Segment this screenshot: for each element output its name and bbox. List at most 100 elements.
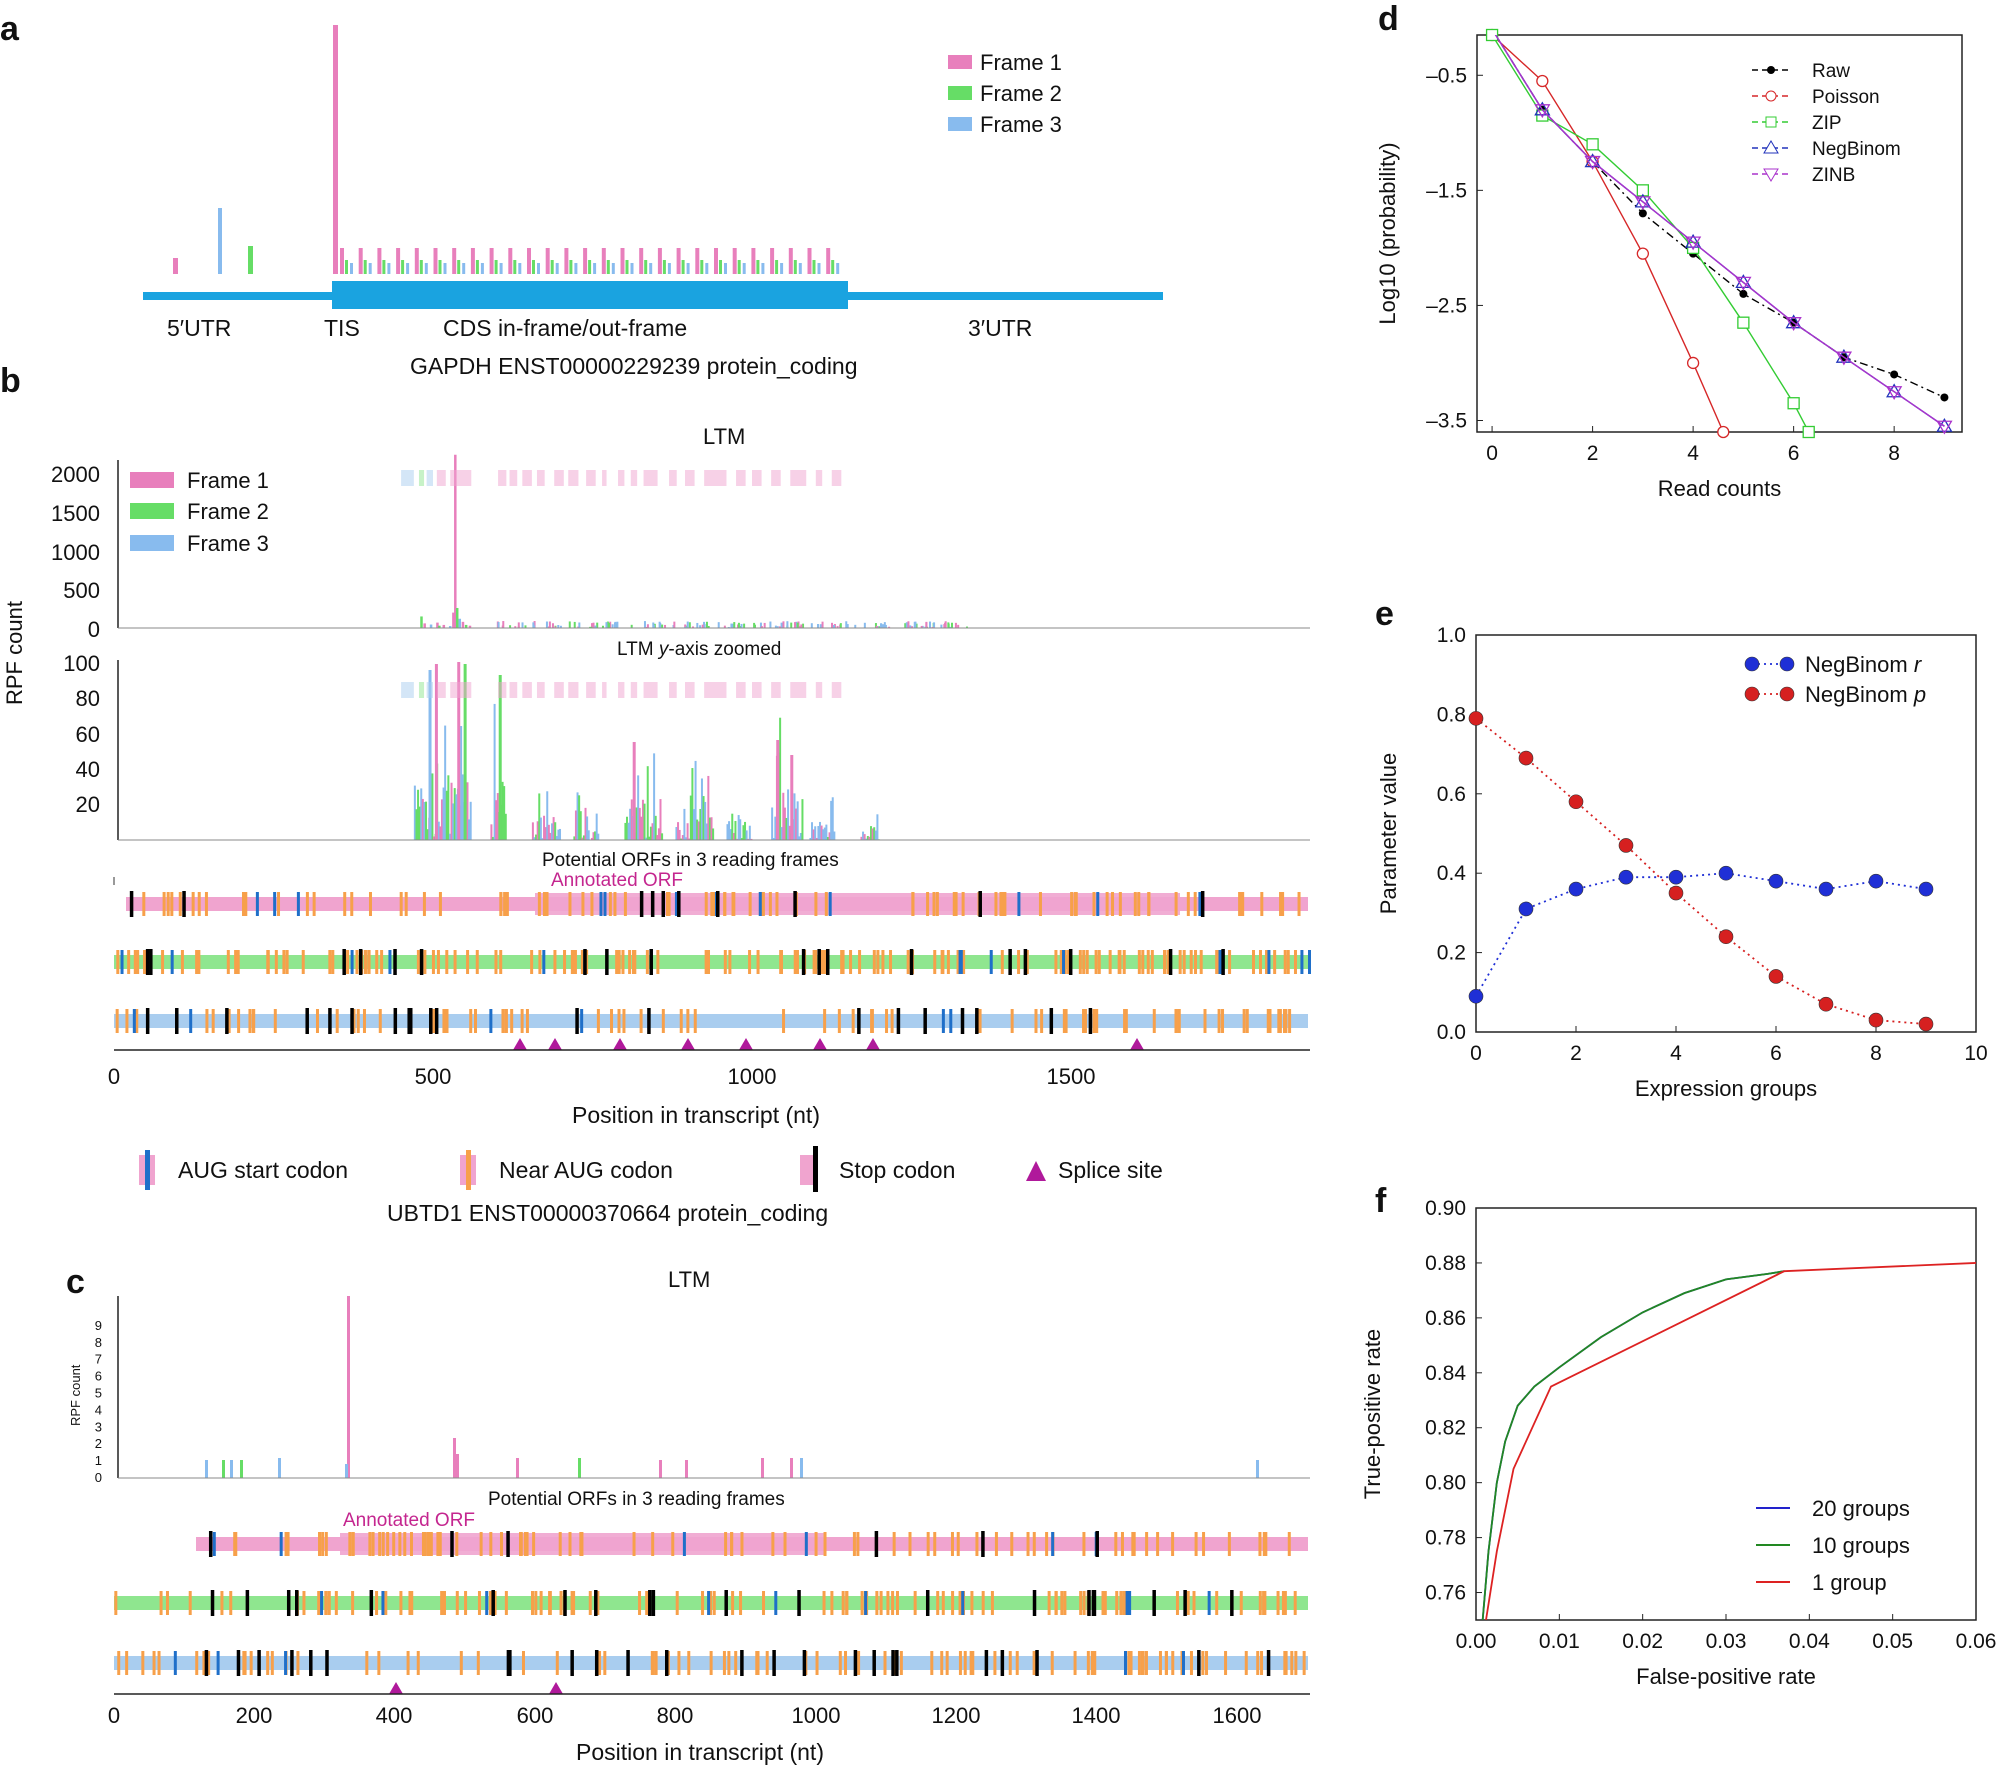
read-bar <box>377 248 382 274</box>
read-bar <box>790 1458 793 1478</box>
read-bar <box>425 801 428 840</box>
read-bar <box>457 260 461 274</box>
stop-codon <box>649 949 653 975</box>
orf-band-seg <box>509 682 518 698</box>
read-bar <box>568 621 571 628</box>
c-ytick: 4 <box>95 1402 102 1417</box>
near-aug-codon <box>334 1591 338 1615</box>
x-tick-label: 10 <box>1964 1042 1987 1065</box>
stop-codon <box>923 1008 927 1034</box>
stop-codon <box>129 891 134 917</box>
legend-marker <box>1763 168 1779 182</box>
y-tick-label: 0.90 <box>1425 1197 1466 1220</box>
near-aug-codon <box>161 950 165 974</box>
aug-start-codon <box>674 892 678 916</box>
near-aug-codon <box>935 892 939 916</box>
read-bar <box>800 1458 803 1478</box>
near-aug-codon <box>1284 1009 1288 1033</box>
near-aug-codon <box>408 1591 412 1615</box>
near-aug-codon <box>1117 950 1121 974</box>
near-aug-codon <box>779 950 783 974</box>
read-bar <box>547 626 550 628</box>
read-bar <box>513 260 517 274</box>
read-bar <box>595 813 598 840</box>
read-bar <box>664 624 667 628</box>
read-bar <box>423 623 426 628</box>
read-bar <box>954 622 957 628</box>
near-aug-codon <box>233 1532 237 1556</box>
stop-codon <box>491 1590 495 1616</box>
read-bar <box>640 816 643 840</box>
aug-start-codon <box>989 950 993 974</box>
read-bar <box>836 626 839 628</box>
splice-site <box>549 1682 563 1694</box>
orf-band-seg <box>568 682 579 698</box>
near-aug-codon <box>521 1651 525 1675</box>
near-aug-codon <box>1082 1532 1086 1556</box>
aug-start-codon <box>961 1591 965 1615</box>
read-bar <box>350 263 353 274</box>
near-aug-codon <box>317 1591 321 1615</box>
read-bar <box>579 811 582 840</box>
read-bar <box>414 248 419 274</box>
near-aug-codon <box>378 1532 382 1556</box>
stop-codon <box>664 1650 669 1676</box>
read-bar <box>347 1296 350 1478</box>
panel-b-letter: b <box>0 362 21 400</box>
stop-codon <box>715 891 720 917</box>
read-bar <box>502 621 505 628</box>
near-aug-codon <box>1284 1651 1288 1675</box>
data-point <box>1536 74 1549 88</box>
read-bar <box>754 624 757 628</box>
read-bar <box>415 809 418 840</box>
label-cds: CDS in-frame/out-frame <box>443 315 687 341</box>
orf-band-seg <box>554 682 564 698</box>
near-aug-codon <box>525 1532 529 1556</box>
c-read-bars <box>118 1296 1310 1479</box>
read-bar <box>550 260 554 274</box>
read-bar <box>437 821 440 840</box>
near-aug-codon <box>748 950 752 974</box>
y-tick-label: 0.80 <box>1425 1472 1466 1495</box>
panel-e-letter: e <box>1375 595 1394 633</box>
read-bar <box>466 782 469 840</box>
read-bar <box>539 817 542 840</box>
c-ytick: 1 <box>95 1453 102 1468</box>
near-aug-codon <box>945 1651 949 1675</box>
read-bar <box>874 623 877 628</box>
aug-start-codon <box>941 1009 945 1033</box>
near-aug-codon <box>892 1532 896 1556</box>
panel-c-ylabel: RPF count <box>68 1364 83 1426</box>
near-aug-codon <box>822 1591 826 1615</box>
read-bar <box>744 821 747 840</box>
read-bar <box>611 263 615 274</box>
read-bar <box>817 826 820 840</box>
read-bar <box>931 626 934 628</box>
read-bar <box>630 799 633 840</box>
near-aug-codon <box>1145 1532 1149 1556</box>
near-aug-codon <box>633 950 637 974</box>
panel-c-letter: c <box>66 1263 85 1301</box>
stop-codon <box>1168 949 1173 975</box>
read-bar <box>659 1460 662 1478</box>
read-bar <box>458 618 462 628</box>
near-aug-codon <box>1093 1651 1097 1675</box>
stop-codon <box>570 1650 574 1676</box>
near-aug-codon <box>165 1591 169 1615</box>
near-aug-codon <box>1287 1532 1291 1556</box>
near-aug-codon <box>1262 1532 1266 1556</box>
read-bar <box>423 801 426 840</box>
near-aug-codon <box>423 950 427 974</box>
read-bar <box>785 817 788 840</box>
c-ytick: 6 <box>95 1369 102 1384</box>
read-bar <box>836 263 840 274</box>
legend-label-name: NegBinom <box>1805 652 1914 677</box>
near-aug-codon <box>530 950 534 974</box>
near-aug-codon <box>849 950 853 974</box>
stop-codon <box>639 891 644 917</box>
stop-codon <box>393 949 397 975</box>
b-lower-yticks: 100 80 60 40 20 <box>63 651 100 817</box>
data-point <box>1735 276 1752 291</box>
near-aug-codon <box>162 892 166 916</box>
data-point <box>1890 370 1899 379</box>
